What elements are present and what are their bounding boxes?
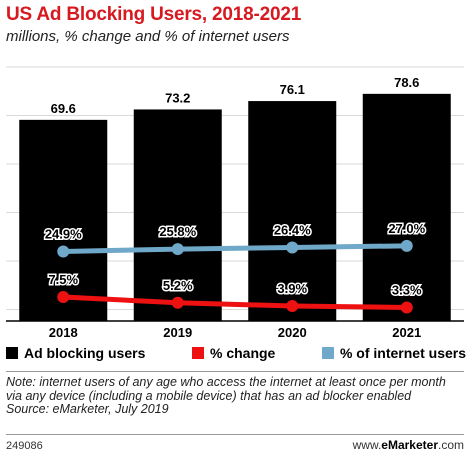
footnote: Note: internet users of any age who acce… — [6, 375, 464, 417]
percent-internet-users-point-2019 — [171, 243, 184, 256]
bar-label-2019: 73.2 — [165, 90, 190, 105]
brand-logo: www.eMarketer.com — [353, 438, 464, 452]
bar-2018 — [19, 119, 108, 321]
percent-internet-users-label-2019: 25.8% — [159, 224, 196, 239]
bar-label-2018: 69.6 — [51, 101, 76, 116]
percent-internet-users-label-2018: 24.9% — [45, 227, 82, 242]
bar-label-2021: 78.6 — [394, 75, 419, 90]
legend-label-ad-blocking-users: Ad blocking users — [24, 345, 146, 361]
bar-label-2020: 76.1 — [280, 82, 305, 97]
bar-2021 — [362, 93, 451, 321]
chart-id: 249086 — [6, 440, 43, 452]
percent-internet-users-point-2021 — [400, 239, 413, 252]
percent-internet-users-point-2020 — [286, 241, 299, 254]
bar-2019 — [133, 109, 222, 322]
x-tick-label-2021: 2021 — [392, 325, 421, 340]
chart-subtitle: millions, % change and % of internet use… — [6, 28, 290, 45]
legend-label-percent-internet-users: % of internet users — [339, 345, 466, 361]
percent-change-point-2019 — [171, 296, 184, 309]
percent-change-line — [60, 294, 410, 310]
footer-divider — [6, 434, 464, 435]
percent-internet-users-line — [60, 243, 410, 254]
percent-change-label-2021: 3.3% — [392, 283, 422, 298]
source-text: Source: eMarketer, July 2019 — [6, 402, 169, 416]
brand-suffix: .com — [437, 438, 464, 452]
x-tick-label-2019: 2019 — [163, 325, 192, 340]
legend: Ad blocking users % change % of internet… — [6, 345, 466, 361]
legend-item-percent-change: % change — [191, 345, 276, 361]
chart-title: US Ad Blocking Users, 2018-2021 — [6, 4, 302, 25]
brand-name: eMarketer — [381, 438, 438, 452]
percent-change-label-2018: 7.5% — [48, 272, 78, 287]
percent-change-label-2020: 3.9% — [277, 281, 307, 296]
brand-prefix: www. — [352, 438, 382, 452]
note-divider — [6, 371, 464, 372]
percent-change-point-2020 — [286, 300, 299, 312]
legend-swatch-percent-internet-users — [321, 347, 334, 359]
legend-item-percent-internet-users: % of internet users — [321, 345, 466, 361]
bar-2020 — [248, 101, 337, 321]
percent-internet-users-label-2020: 26.4% — [274, 222, 311, 237]
percent-internet-users-label-2021: 27.0% — [388, 221, 425, 236]
x-tick-label-2018: 2018 — [49, 325, 78, 340]
percent-change-point-2018 — [57, 291, 70, 303]
legend-label-percent-change: % change — [209, 345, 276, 361]
percent-change-label-2019: 5.2% — [163, 278, 193, 293]
percent-change-point-2021 — [400, 301, 413, 314]
legend-swatch-ad-blocking-users — [6, 347, 18, 359]
combo-chart: 69.6 73.2 76.1 78.6 24.9% 25.8% 26.4% 27.0% 7.5%… — [6, 66, 464, 340]
legend-item-ad-blocking-users: Ad blocking users — [6, 345, 145, 361]
x-tick-label-2020: 2020 — [278, 325, 307, 340]
note-text: Note: internet users of any age who acce… — [6, 375, 446, 403]
percent-internet-users-point-2018 — [57, 245, 70, 258]
legend-swatch-percent-change — [191, 347, 204, 359]
